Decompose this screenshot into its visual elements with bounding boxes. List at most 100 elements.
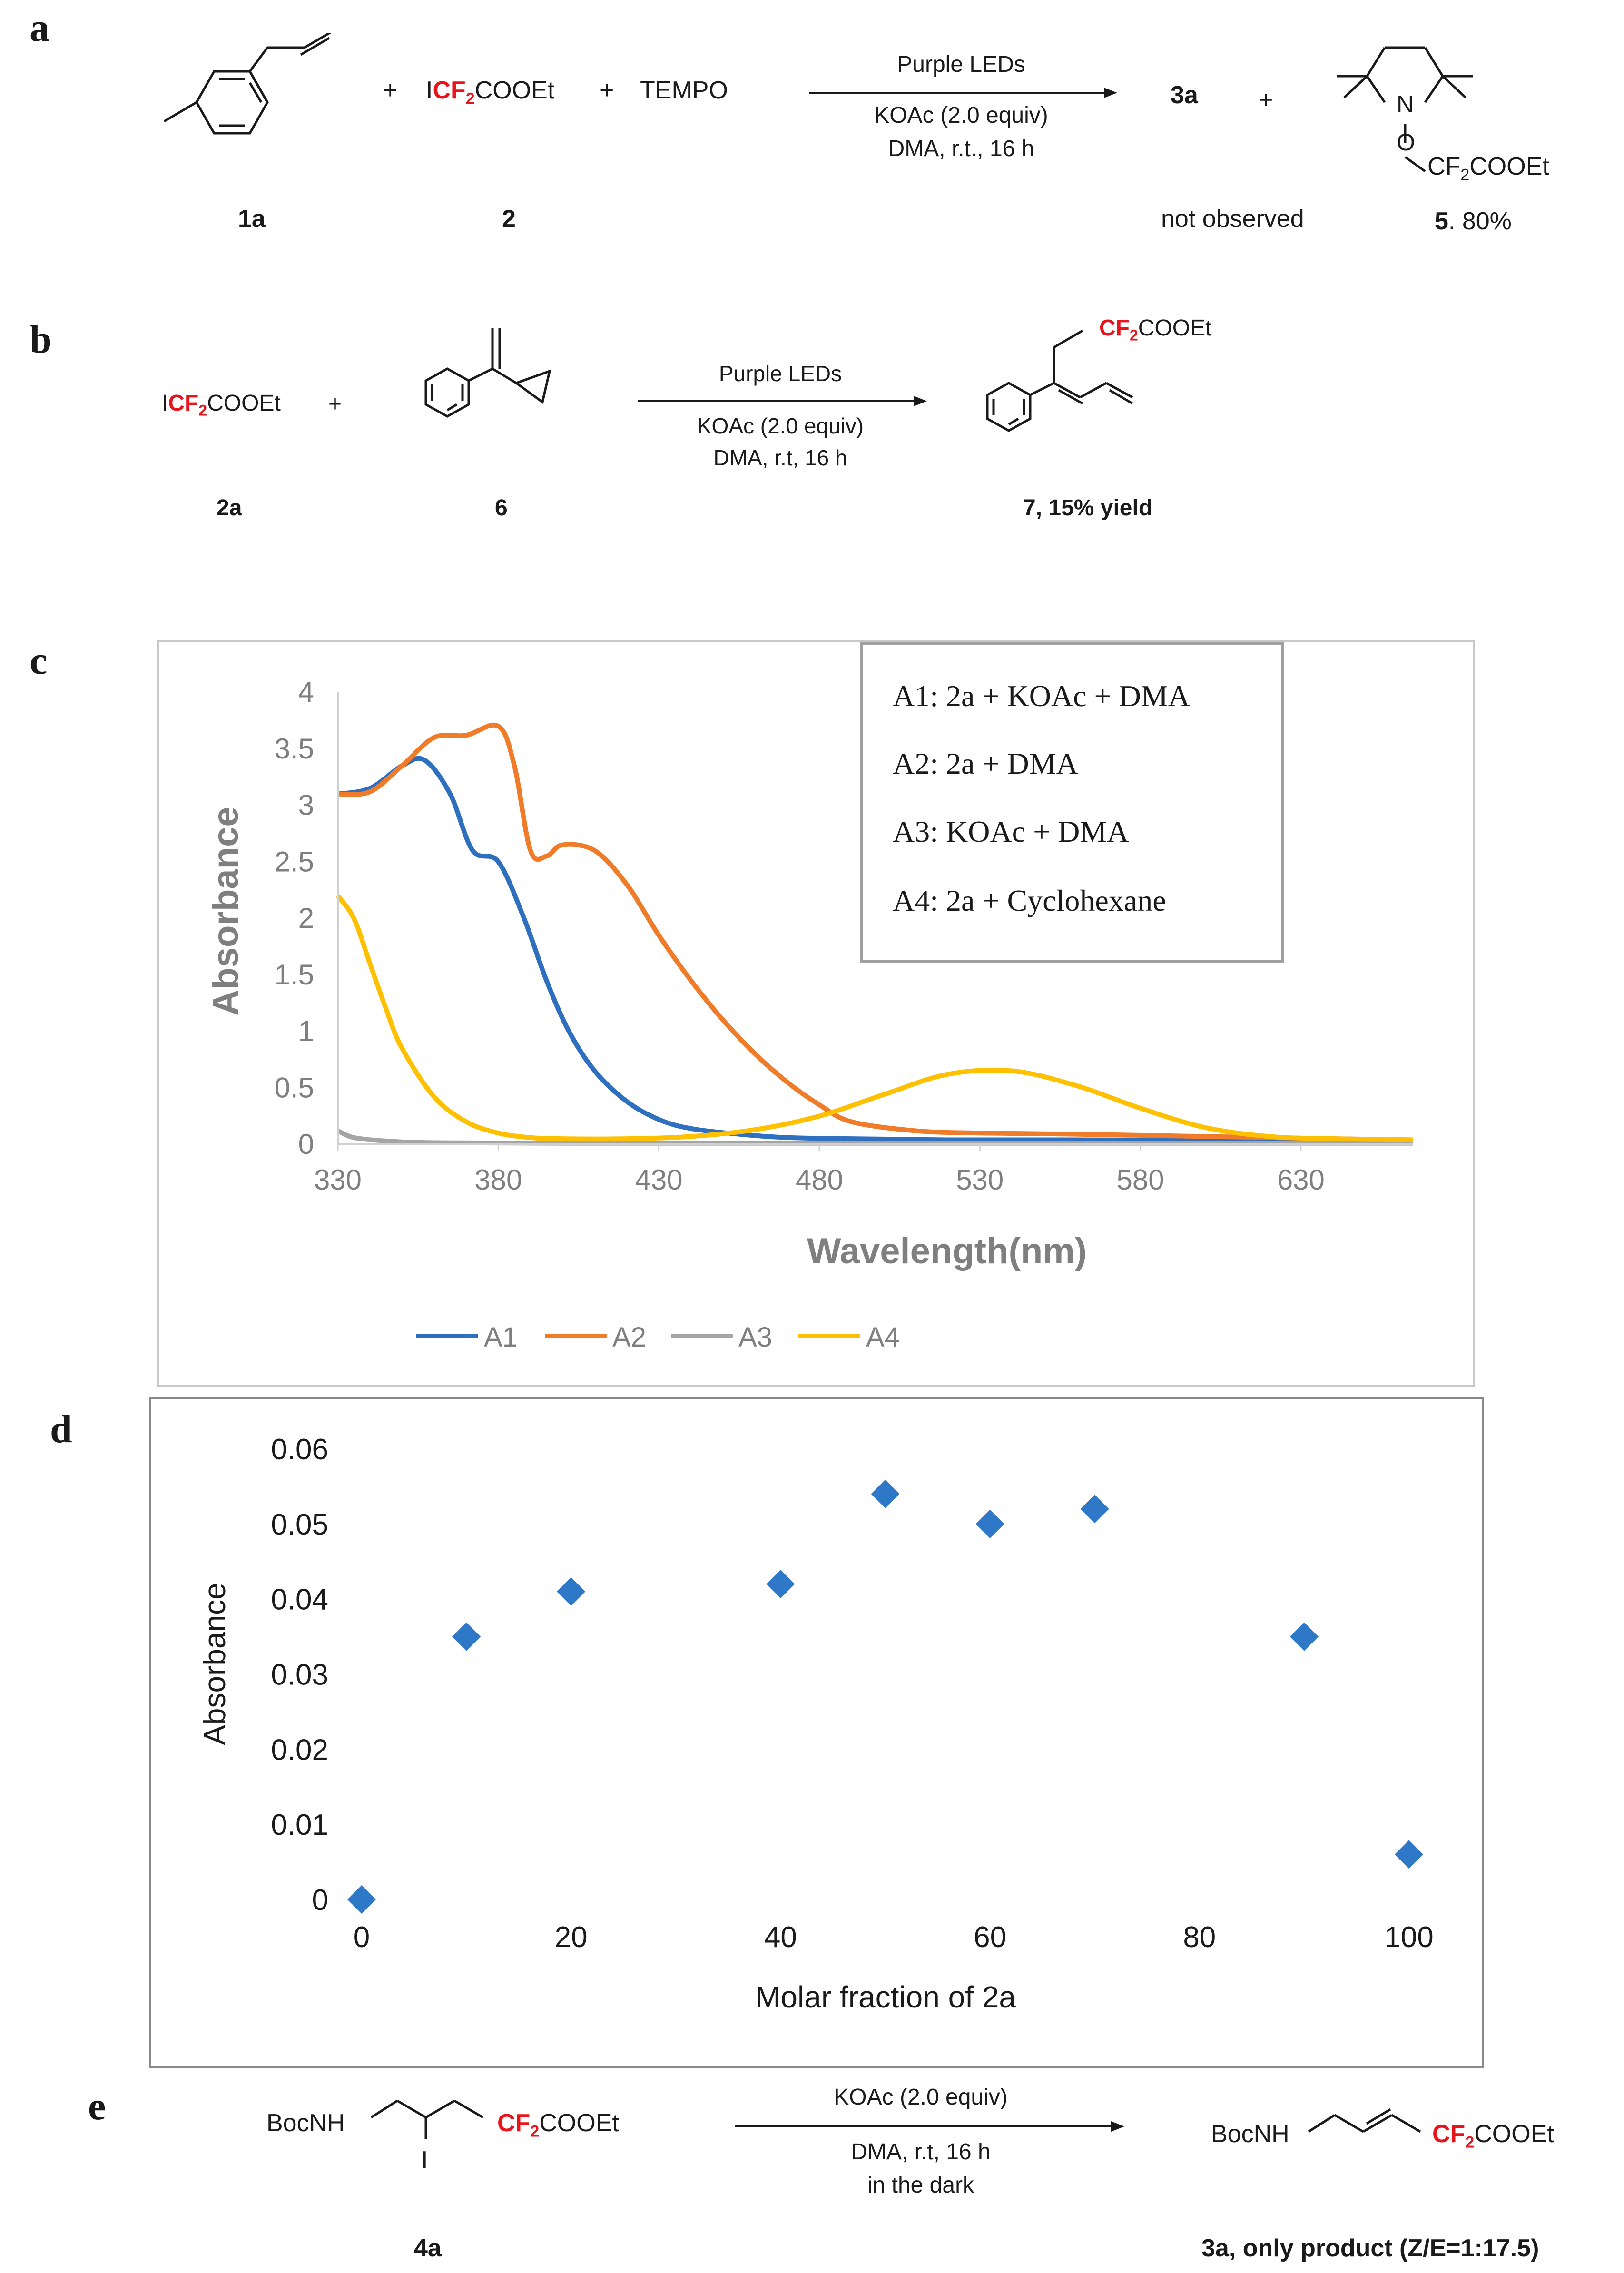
structure-7 bbox=[986, 329, 1133, 432]
x-tick-label: 580 bbox=[1117, 1164, 1164, 1196]
uv-vis-chart: 0 0.5 1 1.5 2 2.5 3 3.5 4 330 380 430 480 530 580 630 W… bbox=[206, 676, 1414, 1353]
y-tick-label: 3.5 bbox=[275, 733, 314, 765]
ester-label: COOEt bbox=[1138, 315, 1212, 341]
cf2-subscript: 2 bbox=[530, 2122, 540, 2141]
y-tick-label: 0.03 bbox=[271, 1659, 328, 1692]
y-tick-label: 0 bbox=[312, 1884, 328, 1917]
y-tick-label: 0.04 bbox=[271, 1584, 328, 1616]
ester-label: COOEt bbox=[1469, 153, 1549, 180]
data-point bbox=[557, 1577, 586, 1606]
sm-cf2cooet: CF2COOEt bbox=[497, 2109, 619, 2141]
x-tick-label: 100 bbox=[1384, 1921, 1433, 1954]
compound-label-1a: 1a bbox=[238, 205, 266, 233]
structure-6 bbox=[424, 328, 551, 418]
legend-entry-A1: A1: 2a + KOAc + DMA bbox=[893, 679, 1190, 713]
legend-label-A4: A4 bbox=[866, 1322, 900, 1353]
data-point bbox=[1289, 1622, 1319, 1651]
adduct-cf2cooet: CF2COOEt bbox=[1427, 152, 1549, 184]
data-point bbox=[1080, 1495, 1109, 1524]
reaction-arrow bbox=[809, 88, 1117, 98]
x-axis-label: Molar fraction of 2a bbox=[755, 1980, 1016, 2014]
conditions-top: Purple LEDs bbox=[897, 52, 1025, 77]
reaction-arrow bbox=[735, 2121, 1124, 2132]
cf2-label: CF bbox=[1432, 2120, 1466, 2148]
chart-legend-box: A1: 2a + KOAc + DMA A2: 2a + DMA A3: KOA… bbox=[860, 642, 1284, 963]
structure-4a-backbone bbox=[370, 2099, 484, 2139]
y-tick-label: 0.01 bbox=[271, 1809, 328, 1841]
plus-sign: + bbox=[328, 392, 342, 417]
cf2-subscript: 2 bbox=[1460, 166, 1470, 184]
conditions-top: Purple LEDs bbox=[718, 361, 842, 386]
label-5: 5 bbox=[1435, 207, 1448, 235]
ester-label: COOEt bbox=[539, 2109, 619, 2137]
product-cf2cooet: CF2COOEt bbox=[1099, 315, 1211, 344]
compound-label-6: 6 bbox=[495, 495, 508, 521]
x-tick-label: 40 bbox=[764, 1921, 797, 1954]
panel-letter-e: e bbox=[88, 2084, 106, 2128]
reaction-arrow bbox=[638, 396, 927, 406]
y-tick-label: 2.5 bbox=[275, 846, 314, 877]
x-tick-label: 430 bbox=[635, 1164, 683, 1196]
ester-label: COOEt bbox=[1474, 2120, 1554, 2148]
x-tick-label: 60 bbox=[974, 1921, 1006, 1954]
data-point bbox=[347, 1885, 376, 1914]
y-axis-label: Absorbance bbox=[206, 807, 246, 1015]
x-tick-label: 80 bbox=[1183, 1921, 1216, 1954]
cf2-subscript: 2 bbox=[198, 402, 207, 419]
iodo-label: I bbox=[426, 77, 433, 104]
legend-entry-A3: A3: KOAc + DMA bbox=[893, 815, 1129, 848]
conditions-middle: KOAc (2.0 equiv) bbox=[874, 103, 1048, 128]
y-tick-label: 0.02 bbox=[271, 1733, 328, 1766]
legend-label-A1: A1 bbox=[484, 1322, 518, 1353]
conditions-middle: KOAc (2.0 equiv) bbox=[697, 413, 864, 438]
y-tick-label: 0.05 bbox=[271, 1508, 328, 1541]
panel-letter-c: c bbox=[30, 639, 48, 683]
y-tick-label: 3 bbox=[298, 789, 314, 821]
panel-letter-d: d bbox=[50, 1407, 72, 1451]
chart-c-frame bbox=[157, 640, 1475, 1387]
product-label: 3a bbox=[1171, 81, 1198, 109]
conditions-middle: DMA, r.t, 16 h bbox=[851, 2139, 991, 2165]
cf2-subscript: 2 bbox=[465, 89, 475, 108]
ester-label: COOEt bbox=[207, 391, 281, 416]
structure-5 bbox=[1337, 46, 1473, 173]
iodo-label: I bbox=[162, 391, 168, 416]
chart-d-frame bbox=[149, 1397, 1484, 2068]
cf2-label: CF bbox=[1427, 153, 1461, 180]
cf2-subscript: 2 bbox=[1465, 2133, 1475, 2152]
cf2-label: CF bbox=[1099, 315, 1130, 341]
data-point bbox=[766, 1570, 795, 1599]
x-tick-label: 330 bbox=[314, 1164, 362, 1196]
y-axis-label: Absorbance bbox=[197, 1583, 232, 1745]
data-point bbox=[871, 1479, 900, 1508]
series-line-A4 bbox=[335, 894, 1414, 1142]
data-point bbox=[975, 1509, 1004, 1538]
data-point bbox=[1395, 1840, 1423, 1869]
yield-5: . 80% bbox=[1448, 207, 1512, 235]
plus-sign: + bbox=[1259, 86, 1273, 114]
boc-amine-label: BocNH bbox=[266, 2109, 345, 2137]
legend-entry-A2: A2: 2a + DMA bbox=[893, 747, 1078, 780]
job-plot-chart: 0 0.01 0.02 0.03 0.04 0.05 0.06 0 20 40 60 80 100 Mo… bbox=[197, 1433, 1434, 2014]
series-line-A2 bbox=[337, 722, 1414, 1142]
y-tick-label: 0.06 bbox=[271, 1433, 328, 1466]
cf2-subscript: 2 bbox=[1129, 326, 1138, 344]
y-tick-label: 0.5 bbox=[275, 1072, 314, 1103]
nitrogen-label: N bbox=[1397, 91, 1414, 118]
compound-label-5: 5. 80% bbox=[1435, 207, 1512, 236]
x-tick-label: 480 bbox=[796, 1164, 843, 1196]
compound-label-2a: 2a bbox=[217, 495, 242, 521]
y-tick-label: 0 bbox=[298, 1128, 314, 1160]
series-line-A3 bbox=[336, 1128, 1413, 1146]
panel-letter-b: b bbox=[30, 317, 52, 362]
conditions-bottom: DMA, r.t., 16 h bbox=[888, 136, 1034, 161]
legend-label-A2: A2 bbox=[612, 1322, 646, 1353]
reagent-2: ICF2COOEt bbox=[426, 76, 554, 108]
structure-1a bbox=[163, 33, 332, 135]
conditions-bottom: DMA, r.t, 16 h bbox=[713, 445, 847, 470]
y-tick-label: 2 bbox=[298, 902, 314, 934]
x-axis-label: Wavelength(nm) bbox=[807, 1231, 1087, 1271]
x-tick-label: 530 bbox=[956, 1164, 1004, 1196]
ester-label: COOEt bbox=[474, 77, 555, 104]
not-observed-note: not observed bbox=[1161, 205, 1304, 233]
